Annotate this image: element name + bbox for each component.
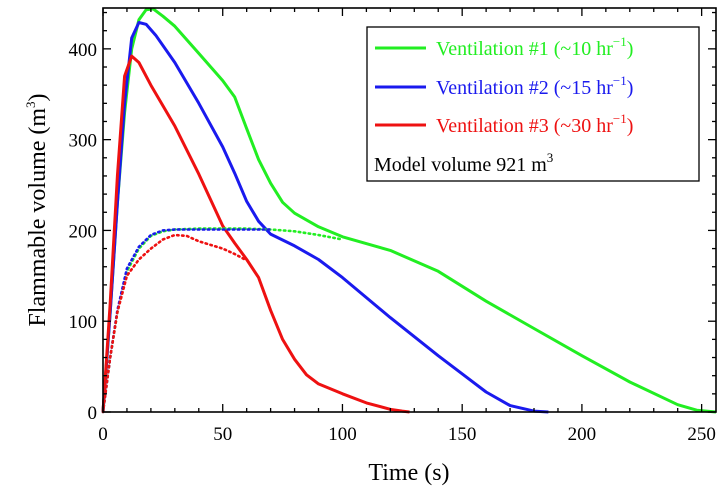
legend-label-ventilation-2: Ventilation #2 (~15 hr−1) xyxy=(436,73,633,99)
legend-label-ventilation-3: Ventilation #3 (~30 hr−1) xyxy=(436,111,633,137)
x-tick-label: 0 xyxy=(98,424,108,445)
plot-frame xyxy=(102,7,717,413)
series-line-dotted-3 xyxy=(101,233,248,414)
x-tick-label: 150 xyxy=(448,424,477,445)
x-axis-title: Time (s) xyxy=(368,460,449,486)
series-line-ventilation-2 xyxy=(101,21,549,414)
x-tick-label: 200 xyxy=(568,424,597,445)
x-tick-label: 50 xyxy=(213,424,232,445)
y-tick-label: 200 xyxy=(69,221,98,242)
y-tick-label: 0 xyxy=(88,403,98,424)
legend-model-volume-note: Model volume 921 m3 xyxy=(374,150,553,176)
ticks-layer: 0 50 100 150 200 250 0 100 200 300 400 xyxy=(69,8,716,445)
y-tick-label: 300 xyxy=(69,131,98,152)
series-line-ventilation-3 xyxy=(101,54,410,414)
y-tick-label: 100 xyxy=(69,312,98,333)
x-tick-label: 100 xyxy=(328,424,357,445)
y-axis-title: Flammable volume (m3) xyxy=(23,93,51,326)
y-tick-label: 400 xyxy=(69,40,98,61)
legend: Ventilation #1 (~10 hr−1) Ventilation #2… xyxy=(366,26,700,182)
legend-box xyxy=(366,26,700,182)
x-tick-label: 250 xyxy=(687,424,716,445)
series-line-dotted-1 xyxy=(101,227,344,414)
series-layer xyxy=(101,7,717,414)
legend-label-ventilation-1: Ventilation #1 (~10 hr−1) xyxy=(436,34,633,60)
